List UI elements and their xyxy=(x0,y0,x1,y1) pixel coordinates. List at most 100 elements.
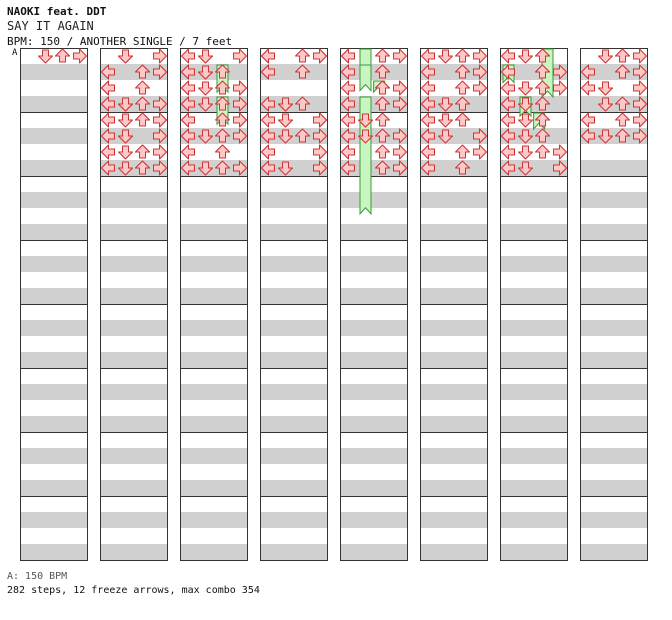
right-arrow-icon xyxy=(233,112,247,128)
freeze-arrow xyxy=(359,96,372,216)
beat-stripe xyxy=(500,384,568,400)
beat-stripe xyxy=(420,352,488,368)
beat-stripe xyxy=(20,160,88,176)
down-arrow-icon xyxy=(118,145,133,160)
up-arrow-icon xyxy=(455,112,470,127)
up-arrow-icon xyxy=(215,64,230,79)
beat-stripe xyxy=(100,512,168,528)
beat-stripe xyxy=(180,288,248,304)
down-arrow-icon xyxy=(598,49,613,64)
up-arrow-icon xyxy=(615,96,630,111)
left-arrow-icon xyxy=(101,144,115,160)
right-arrow-icon xyxy=(633,128,647,144)
beat-stripe xyxy=(420,256,488,272)
right-arrow-icon xyxy=(153,64,167,80)
down-arrow-icon xyxy=(198,49,213,64)
beat-stripe xyxy=(580,192,648,208)
beat-stripe xyxy=(500,416,568,432)
beat-stripe xyxy=(420,448,488,464)
beat-stripe xyxy=(180,96,248,112)
measure-box xyxy=(340,496,408,561)
beat-stripe xyxy=(420,288,488,304)
up-arrow-icon xyxy=(535,48,550,63)
right-arrow-icon xyxy=(233,96,247,112)
beat-stripe xyxy=(500,320,568,336)
down-arrow-icon xyxy=(518,113,533,128)
left-arrow-icon xyxy=(101,64,115,80)
left-arrow-icon xyxy=(261,160,275,176)
beat-stripe xyxy=(180,128,248,144)
right-arrow-icon xyxy=(233,80,247,96)
down-arrow-icon xyxy=(118,161,133,176)
beat-stripe xyxy=(20,544,88,560)
up-arrow-icon xyxy=(535,144,550,159)
beat-stripe xyxy=(100,64,168,80)
right-arrow-icon xyxy=(393,128,407,144)
up-arrow-icon xyxy=(135,96,150,111)
right-arrow-icon xyxy=(233,160,247,176)
down-arrow-icon xyxy=(518,97,533,112)
down-arrow-icon xyxy=(278,161,293,176)
down-arrow-icon xyxy=(438,49,453,64)
beat-stripe xyxy=(180,384,248,400)
beat-stripe xyxy=(260,352,328,368)
beat-stripe xyxy=(340,160,408,176)
up-arrow-icon xyxy=(295,96,310,111)
left-arrow-icon xyxy=(421,64,435,80)
up-arrow-icon xyxy=(215,128,230,143)
up-arrow-icon xyxy=(375,64,390,79)
right-arrow-icon xyxy=(553,160,567,176)
right-arrow-icon xyxy=(473,144,487,160)
beat-stripe xyxy=(260,448,328,464)
up-arrow-icon xyxy=(615,128,630,143)
left-arrow-icon xyxy=(581,64,595,80)
beat-stripe xyxy=(180,352,248,368)
beat-stripe xyxy=(580,96,648,112)
beat-stripe xyxy=(340,224,408,240)
song-artist: NAOKI feat. DDT xyxy=(7,5,107,18)
up-arrow-icon xyxy=(375,112,390,127)
up-arrow-icon xyxy=(615,48,630,63)
beat-stripe xyxy=(420,512,488,528)
left-arrow-icon xyxy=(501,128,515,144)
beat-stripe xyxy=(20,384,88,400)
beat-stripe xyxy=(260,384,328,400)
down-arrow-icon xyxy=(358,113,373,128)
beat-stripe xyxy=(260,288,328,304)
beat-stripe xyxy=(180,64,248,80)
left-arrow-icon xyxy=(181,112,195,128)
down-arrow-icon xyxy=(438,113,453,128)
beat-stripe xyxy=(500,96,568,112)
beat-stripe xyxy=(420,160,488,176)
right-arrow-icon xyxy=(313,48,327,64)
beat-stripe xyxy=(580,160,648,176)
left-arrow-icon xyxy=(421,48,435,64)
left-arrow-icon xyxy=(501,96,515,112)
song-title: SAY IT AGAIN xyxy=(7,19,94,33)
right-arrow-icon xyxy=(393,144,407,160)
beat-stripe xyxy=(20,64,88,80)
beat-stripe xyxy=(100,96,168,112)
beat-stripe xyxy=(340,192,408,208)
up-arrow-icon xyxy=(135,64,150,79)
beat-stripe xyxy=(340,256,408,272)
down-arrow-icon xyxy=(598,129,613,144)
beat-stripe xyxy=(260,320,328,336)
beat-stripe xyxy=(340,96,408,112)
beat-stripe xyxy=(500,288,568,304)
right-arrow-icon xyxy=(313,112,327,128)
beat-stripe xyxy=(580,384,648,400)
up-arrow-icon xyxy=(615,112,630,127)
beat-stripe xyxy=(420,224,488,240)
down-arrow-icon xyxy=(598,81,613,96)
left-arrow-icon xyxy=(101,96,115,112)
measure-box xyxy=(580,496,648,561)
up-arrow-icon xyxy=(455,96,470,111)
up-arrow-icon xyxy=(295,128,310,143)
up-arrow-icon xyxy=(135,144,150,159)
measure-box xyxy=(100,496,168,561)
up-arrow-icon xyxy=(295,48,310,63)
left-arrow-icon xyxy=(181,160,195,176)
beat-stripe xyxy=(100,480,168,496)
beat-stripe xyxy=(340,128,408,144)
